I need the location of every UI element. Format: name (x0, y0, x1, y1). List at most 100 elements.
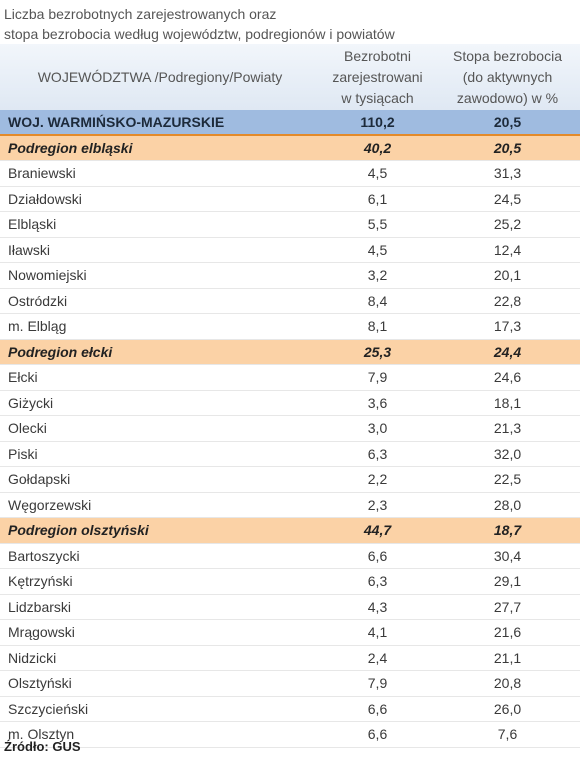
cell-rate: 22,5 (493, 471, 522, 487)
table-row: Mrągowski 4,1 21,6 (0, 620, 580, 646)
cell-region: Braniewski (8, 165, 76, 181)
cell-region: Ostródzki (8, 292, 68, 309)
cell-rate: 29,1 (493, 573, 522, 589)
cell-registered: 40,2 (363, 139, 392, 156)
cell-registered: 6,1 (367, 190, 388, 207)
table-row: Ostródzki 8,4 22,8 (0, 289, 580, 314)
table-row: m. Elbląg 8,1 17,3 (0, 314, 580, 340)
cell-rate: 24,6 (493, 369, 522, 385)
cell-registered: 6,3 (367, 445, 388, 462)
title-line-1: Liczba bezrobotnych zarejestrowanych ora… (4, 6, 277, 22)
cell-registered: 6,6 (367, 726, 388, 742)
table-row: Szczycieński 6,6 26,0 (0, 697, 580, 722)
cell-registered: 4,1 (367, 624, 388, 640)
header-rate: Stopa bezrobocia (do aktywnych zawodowo)… (453, 47, 562, 106)
cell-rate: 20,1 (493, 267, 522, 283)
cell-rate: 20,5 (493, 114, 522, 130)
cell-rate: 12,4 (493, 241, 522, 258)
cell-registered: 2,4 (367, 649, 388, 666)
cell-rate: 25,2 (493, 216, 522, 232)
cell-rate: 28,0 (493, 496, 522, 513)
cell-region: Olsztyński (8, 675, 72, 691)
cell-registered: 110,2 (360, 114, 395, 130)
table-row: Iławski 4,5 12,4 (0, 238, 580, 263)
cell-registered: 7,9 (367, 369, 388, 385)
table-row: Piski 6,3 32,0 (0, 442, 580, 467)
cell-region: Działdowski (8, 190, 82, 207)
cell-rate: 26,0 (493, 700, 522, 717)
cell-region: Kętrzyński (8, 573, 73, 589)
cell-region: Podregion ełcki (8, 343, 113, 360)
cell-rate: 21,6 (493, 624, 522, 640)
cell-registered: 6,6 (367, 700, 388, 717)
cell-region: Lidzbarski (8, 598, 72, 615)
cell-region: Olecki (8, 420, 47, 436)
table-row: Giżycki 3,6 18,1 (0, 391, 580, 416)
cell-registered: 8,4 (367, 292, 388, 309)
cell-region: m. Elbląg (8, 318, 67, 334)
cell-rate: 32,0 (493, 445, 522, 462)
cell-region: Iławski (8, 241, 51, 258)
cell-region: m. Olsztyn (8, 726, 75, 742)
cell-region: Szczycieński (8, 700, 89, 717)
source-note: Źródło: GUS (4, 739, 81, 754)
cell-registered: 3,0 (367, 420, 388, 436)
cell-registered: 4,5 (367, 241, 388, 258)
cell-registered: 8,1 (367, 318, 388, 334)
cell-region: Mrągowski (8, 624, 75, 640)
table-row-voivodeship: WOJ. WARMIŃSKO-MAZURSKIE 110,2 20,5 (0, 110, 580, 136)
cell-region: Podregion olsztyński (8, 522, 149, 538)
cell-rate: 7,6 (497, 726, 518, 742)
cell-region: Nidzicki (8, 649, 57, 666)
cell-rate: 18,7 (493, 522, 522, 538)
header-region: WOJEWÓDZTWA /Podregiony/Powiaty (37, 68, 283, 85)
title-line-2: stopa bezrobocia według województw, podr… (4, 26, 395, 42)
table-row-subregion: Podregion ełcki 25,3 24,4 (0, 339, 580, 365)
cell-registered: 3,6 (367, 394, 388, 411)
cell-registered: 4,5 (367, 165, 388, 181)
cell-rate: 22,8 (493, 292, 522, 309)
table-header: WOJEWÓDZTWA /Podregiony/Powiaty Bezrobot… (0, 44, 580, 110)
cell-rate: 18,1 (493, 394, 522, 411)
cell-rate: 24,4 (493, 343, 522, 360)
cell-registered: 4,3 (367, 598, 388, 615)
table-row: Braniewski 4,5 31,3 (0, 161, 580, 187)
table-row: Ełcki 7,9 24,6 (0, 365, 580, 391)
cell-registered: 25,3 (363, 343, 392, 360)
cell-rate: 27,7 (493, 598, 522, 615)
cell-region: Węgorzewski (8, 496, 92, 513)
table-body: WOJ. WARMIŃSKO-MAZURSKIE 110,2 20,5 Podregi… (0, 110, 580, 748)
cell-rate: 20,5 (493, 139, 522, 156)
cell-rate: 21,3 (493, 420, 522, 436)
cell-registered: 6,3 (367, 573, 388, 589)
cell-registered: 6,6 (367, 547, 388, 564)
cell-rate: 17,3 (493, 318, 522, 334)
table-row: Lidzbarski 4,3 27,7 (0, 595, 580, 620)
header-registered: Bezrobotni zarejestrowani w tysiącach (332, 47, 423, 106)
cell-region: Elbląski (8, 216, 57, 232)
table-row: Elbląski 5,5 25,2 (0, 212, 580, 238)
cell-region: Podregion elbląski (8, 139, 133, 156)
cell-rate: 31,3 (493, 165, 522, 181)
cell-rate: 24,5 (493, 190, 522, 207)
table-row: Kętrzyński 6,3 29,1 (0, 569, 580, 595)
cell-rate: 30,4 (493, 547, 522, 564)
table-row: Olecki 3,0 21,3 (0, 416, 580, 442)
cell-region: WOJ. WARMIŃSKO-MAZURSKIE (8, 114, 225, 130)
table-title: Liczba bezrobotnych zarejestrowanych ora… (4, 4, 395, 44)
table-row: m. Olsztyn 6,6 7,6 (0, 722, 580, 748)
cell-registered: 44,7 (363, 522, 392, 538)
cell-rate: 21,1 (493, 649, 522, 666)
cell-registered: 2,3 (367, 496, 388, 513)
cell-region: Bartoszycki (8, 547, 80, 564)
cell-registered: 2,2 (367, 471, 388, 487)
cell-registered: 5,5 (367, 216, 388, 232)
table-row: Nowomiejski 3,2 20,1 (0, 263, 580, 289)
cell-region: Nowomiejski (8, 267, 87, 283)
table-row: Gołdapski 2,2 22,5 (0, 467, 580, 493)
table-row-subregion: Podregion elbląski 40,2 20,5 (0, 135, 580, 161)
cell-registered: 3,2 (367, 267, 388, 283)
cell-region: Ełcki (8, 369, 38, 385)
table-row: Bartoszycki 6,6 30,4 (0, 544, 580, 569)
cell-region: Gołdapski (8, 471, 71, 487)
